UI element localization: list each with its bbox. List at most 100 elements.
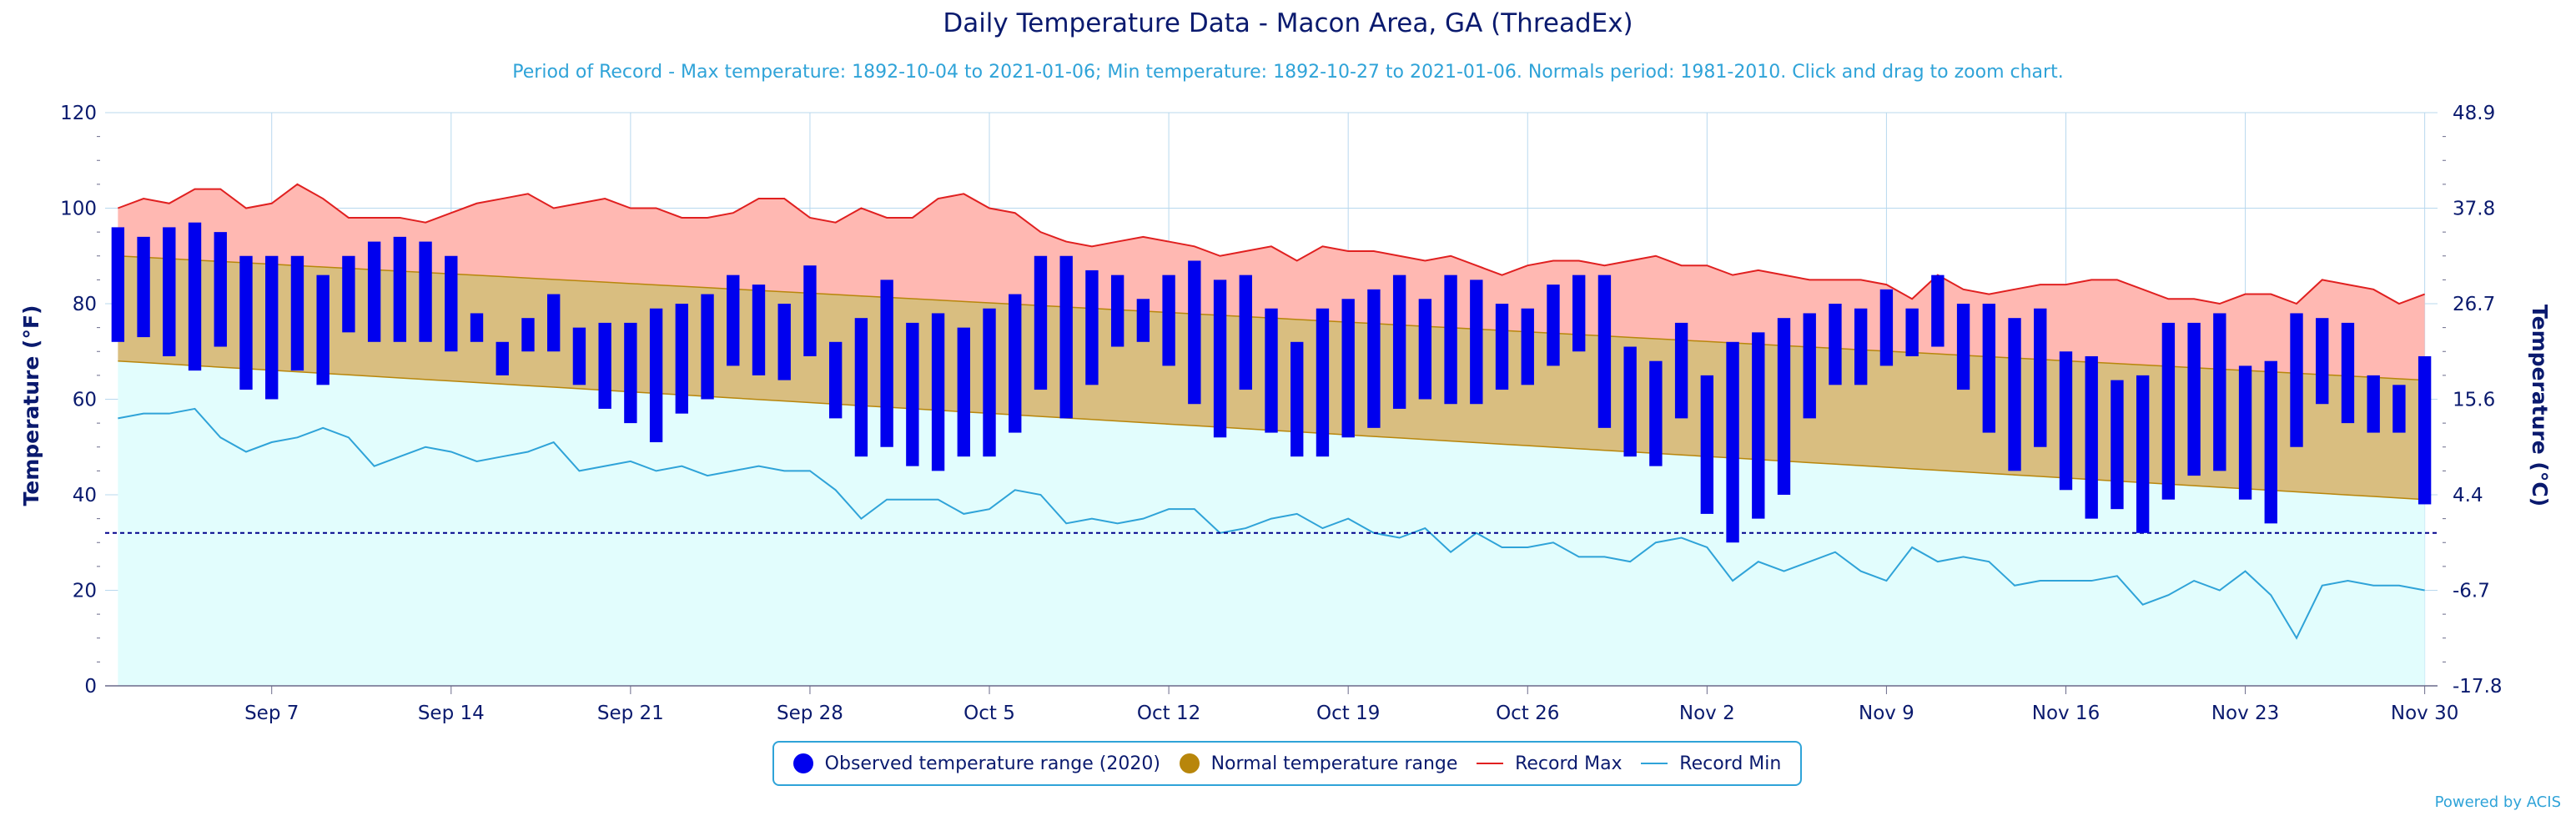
legend-item-record-max[interactable]: Record Max xyxy=(1477,753,1623,774)
observed-bar[interactable] xyxy=(2008,318,2021,471)
observed-bar[interactable] xyxy=(1905,308,1919,356)
observed-bar[interactable] xyxy=(1418,299,1432,400)
credits-link[interactable]: Powered by ACIS xyxy=(2434,793,2561,811)
observed-bar[interactable] xyxy=(1623,346,1637,457)
legend-item-normal[interactable]: Normal temperature range xyxy=(1179,753,1457,774)
observed-bar[interactable] xyxy=(983,308,996,457)
observed-bar[interactable] xyxy=(1829,304,1842,385)
observed-bar[interactable] xyxy=(2316,318,2329,405)
observed-bar[interactable] xyxy=(1674,322,1688,419)
observed-bar[interactable] xyxy=(1239,275,1252,390)
observed-bar[interactable] xyxy=(342,255,355,333)
observed-bar[interactable] xyxy=(572,327,586,385)
observed-bar[interactable] xyxy=(701,294,714,400)
observed-bar[interactable] xyxy=(931,313,945,471)
legend-item-record-min[interactable]: Record Min xyxy=(1641,753,1781,774)
observed-bar[interactable] xyxy=(367,241,381,342)
observed-bar[interactable] xyxy=(1956,304,1970,390)
observed-bar[interactable] xyxy=(1982,304,1995,433)
observed-bar[interactable] xyxy=(1777,318,1791,495)
observed-bar[interactable] xyxy=(2367,375,2380,433)
observed-bar[interactable] xyxy=(1547,285,1560,366)
observed-bar[interactable] xyxy=(1034,255,1048,390)
observed-bar[interactable] xyxy=(1597,275,1612,428)
observed-bar[interactable] xyxy=(1649,360,1663,466)
observed-bar[interactable] xyxy=(1316,308,1330,457)
observed-bar[interactable] xyxy=(1059,255,1073,419)
observed-bar[interactable] xyxy=(188,222,202,371)
observed-bar[interactable] xyxy=(1085,269,1099,385)
observed-bar[interactable] xyxy=(649,308,663,443)
observed-bar[interactable] xyxy=(675,304,688,414)
observed-bar[interactable] xyxy=(2213,313,2226,471)
observed-bar[interactable] xyxy=(2418,355,2432,505)
observed-bar[interactable] xyxy=(1726,341,1739,543)
observed-bar[interactable] xyxy=(2187,322,2201,476)
observed-bar[interactable] xyxy=(1470,280,1483,405)
observed-bar[interactable] xyxy=(1572,275,1586,352)
observed-bar[interactable] xyxy=(111,227,125,342)
observed-bar[interactable] xyxy=(163,227,176,356)
observed-bar[interactable] xyxy=(2161,322,2176,500)
observed-bar[interactable] xyxy=(1291,341,1304,457)
legend-item-observed[interactable]: Observed temperature range (2020) xyxy=(792,753,1160,774)
observed-bar[interactable] xyxy=(1213,280,1227,438)
observed-bar[interactable] xyxy=(803,265,817,356)
observed-bars[interactable] xyxy=(111,222,2432,543)
observed-bar[interactable] xyxy=(598,322,611,409)
observed-bar[interactable] xyxy=(2290,313,2303,447)
observed-bar[interactable] xyxy=(1341,299,1355,438)
observed-bar[interactable] xyxy=(1803,313,1816,419)
observed-bar[interactable] xyxy=(1136,299,1150,342)
observed-bar[interactable] xyxy=(854,318,868,457)
observed-bar[interactable] xyxy=(2264,360,2277,524)
observed-bar[interactable] xyxy=(137,236,150,338)
observed-bar[interactable] xyxy=(957,327,970,457)
record-max-line[interactable] xyxy=(118,183,2425,305)
observed-bar[interactable] xyxy=(2034,308,2047,447)
observed-bar[interactable] xyxy=(906,322,919,466)
observed-bar[interactable] xyxy=(316,275,330,385)
observed-bar[interactable] xyxy=(445,255,458,352)
observed-bar[interactable] xyxy=(1392,275,1406,409)
observed-bar[interactable] xyxy=(214,232,227,347)
observed-bar[interactable] xyxy=(752,285,766,375)
observed-bar[interactable] xyxy=(828,341,843,419)
observed-bar[interactable] xyxy=(290,255,304,371)
observed-bar[interactable] xyxy=(2111,380,2124,510)
observed-bar[interactable] xyxy=(624,322,637,424)
observed-bar[interactable] xyxy=(2059,351,2073,491)
observed-bar[interactable] xyxy=(2341,322,2355,424)
observed-bar[interactable] xyxy=(419,241,432,342)
observed-bar[interactable] xyxy=(2392,385,2406,433)
observed-bar[interactable] xyxy=(1752,332,1765,519)
observed-bar[interactable] xyxy=(1188,260,1201,405)
observed-bar[interactable] xyxy=(1110,275,1124,347)
observed-bar[interactable] xyxy=(393,236,407,342)
observed-bar[interactable] xyxy=(1495,304,1509,390)
observed-bar[interactable] xyxy=(1879,289,1894,366)
observed-bar[interactable] xyxy=(1367,289,1381,428)
observed-bar[interactable] xyxy=(547,294,561,352)
observed-bar[interactable] xyxy=(2238,365,2252,500)
observed-bar[interactable] xyxy=(1009,294,1022,433)
observed-bar[interactable] xyxy=(1162,275,1175,366)
observed-bar[interactable] xyxy=(1854,308,1868,385)
observed-bar[interactable] xyxy=(1265,308,1278,433)
observed-bar[interactable] xyxy=(880,280,893,447)
observed-bar[interactable] xyxy=(521,318,535,352)
observed-bar[interactable] xyxy=(265,255,279,400)
observed-bar[interactable] xyxy=(1521,308,1534,385)
record-min-line[interactable] xyxy=(118,407,2425,640)
observed-bar[interactable] xyxy=(727,275,740,366)
observed-bar[interactable] xyxy=(777,304,791,380)
observed-bar[interactable] xyxy=(2085,355,2098,519)
observed-bar[interactable] xyxy=(239,255,253,390)
observed-bar[interactable] xyxy=(470,313,484,342)
observed-bar[interactable] xyxy=(1444,275,1457,405)
observed-bar[interactable] xyxy=(1931,275,1945,347)
observed-bar[interactable] xyxy=(1700,375,1714,514)
observed-bar[interactable] xyxy=(496,341,509,375)
observed-bar[interactable] xyxy=(2136,375,2150,533)
